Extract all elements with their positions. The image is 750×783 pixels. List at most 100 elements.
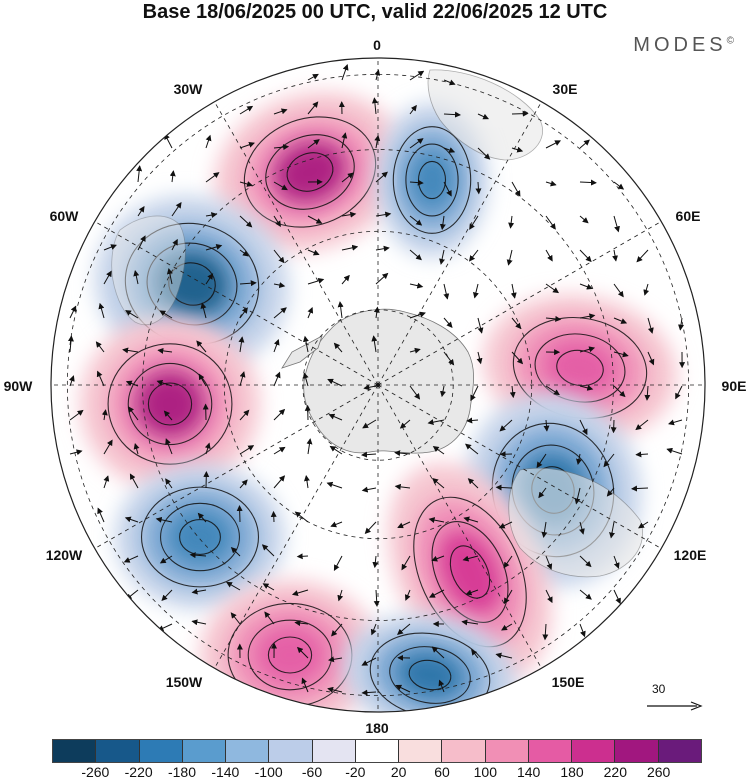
wind-vector [476, 351, 483, 365]
wind-vector [239, 181, 253, 187]
colorbar-segment [268, 740, 312, 762]
wind-vector [96, 370, 105, 387]
wind-vector [394, 483, 411, 490]
wind-vector [169, 170, 176, 183]
wind-vector [579, 139, 590, 149]
wind-vector [327, 378, 343, 387]
wind-vector [294, 620, 309, 627]
anomaly-negative-120w [115, 464, 285, 610]
colorbar-segment [398, 740, 442, 762]
wind-vector [128, 406, 139, 421]
wind-vector [196, 340, 207, 353]
wind-vector [613, 555, 620, 569]
reference-vector-arrow [647, 701, 703, 711]
wind-vector [401, 555, 411, 571]
wind-vector [205, 273, 214, 285]
wind-vector [205, 134, 212, 149]
lon-label-120e: 120E [674, 547, 707, 563]
colorbar-segment [311, 740, 355, 762]
wind-vector [238, 336, 245, 353]
wind-vector [635, 419, 649, 431]
wind-vector [307, 215, 323, 224]
wind-vector [498, 521, 513, 529]
wind-vector [579, 419, 588, 436]
wind-vector [545, 283, 560, 294]
wind-vector [67, 335, 74, 353]
wind-vector [431, 646, 445, 659]
wind-vector [361, 657, 377, 666]
lon-label-30e: 30E [553, 81, 578, 97]
wind-vector [443, 147, 456, 153]
wind-vector [294, 511, 309, 523]
wind-vector [103, 439, 113, 455]
wind-vector [409, 138, 424, 149]
south-america-landmass [111, 215, 186, 326]
wind-vector [69, 305, 77, 319]
wind-vector [510, 283, 517, 299]
wind-vector [613, 589, 621, 605]
colorbar-segment [441, 740, 485, 762]
wind-vector [326, 481, 343, 489]
map-disk [51, 58, 705, 712]
wind-vector [328, 656, 343, 663]
wind-vector [579, 215, 589, 224]
wind-vector [273, 282, 286, 288]
brand-text: MODES [633, 34, 727, 56]
wind-vector [239, 105, 254, 115]
wind-vector [97, 507, 105, 523]
colorbar-tick-label: 220 [603, 764, 628, 780]
wind-vector [273, 215, 281, 228]
wind-vector [291, 589, 309, 596]
wind-vector [303, 475, 310, 489]
wind-vector [205, 244, 223, 251]
wind-vector [468, 249, 479, 262]
wind-vector [394, 450, 411, 457]
wind-vector [465, 443, 479, 455]
wind-vector [133, 270, 140, 285]
wind-vector [443, 351, 455, 366]
wind-vector [543, 419, 550, 432]
wind-vector [230, 612, 241, 625]
wind-vector [427, 419, 445, 426]
wind-vector [125, 380, 139, 387]
wind-vector [470, 385, 479, 402]
wind-vector [205, 172, 220, 183]
wind-vector [409, 215, 423, 226]
wind-vector [613, 181, 625, 190]
wind-vector [371, 97, 378, 115]
wind-vector [409, 70, 425, 81]
lon-label-60w: 60W [50, 208, 80, 224]
latitude-circle-4 [66, 73, 690, 697]
wind-vector [197, 512, 207, 523]
lon-label-180: 180 [365, 720, 389, 736]
lon-label-150w: 150W [166, 674, 203, 690]
colorbar-tick-labels: -260 -220 -180 -140 -100 -60 -20 20 60 100 140 180 2… [0, 764, 750, 783]
wind-vector [443, 111, 461, 118]
south-pole-marker [376, 383, 380, 387]
wind-vector [511, 110, 529, 117]
wind-vector [198, 373, 207, 387]
meridian-210 [214, 384, 379, 669]
reference-vector-label: 30 [652, 682, 666, 696]
wind-vector [226, 581, 241, 591]
wind-vector [609, 521, 615, 539]
wind-vector [477, 317, 484, 334]
wind-vector [341, 172, 354, 183]
wind-vector [541, 521, 548, 538]
wind-vector [511, 351, 524, 365]
colorbar-segment [527, 740, 572, 762]
colorbar-segment [53, 740, 96, 762]
meridian-330 [214, 101, 379, 386]
wind-vector [191, 619, 207, 626]
wind-vector [374, 69, 381, 81]
wind-vector [95, 341, 105, 353]
map-border [50, 57, 706, 713]
wind-vector [361, 689, 377, 696]
wind-vector [239, 371, 246, 387]
wind-vector [495, 652, 513, 659]
wind-vector [123, 555, 139, 563]
wind-vector [137, 235, 146, 251]
anomaly-positive-90w [80, 316, 260, 492]
wind-vector [579, 179, 597, 186]
